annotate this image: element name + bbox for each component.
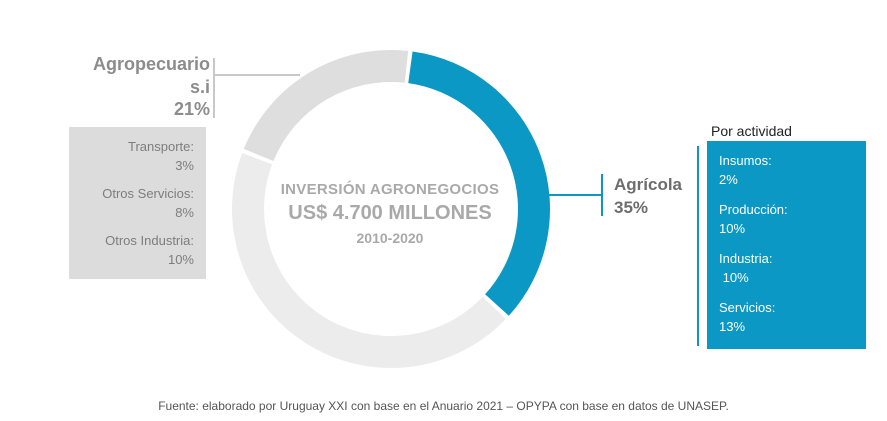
center-title: INVERSIÓN AGRONEGOCIOS	[280, 181, 500, 198]
agropecuario-label: Agropecuario	[92, 54, 210, 74]
por-actividad-box: Insumos: 2% Producción: 10% Industria: 1…	[707, 141, 866, 349]
industria-label: Industria:	[719, 251, 773, 266]
insumos-pct: 2%	[719, 172, 738, 187]
insumos-label: Insumos:	[719, 153, 772, 168]
agricola-label: Agrícola	[614, 175, 683, 194]
source-note: Fuente: elaborado por Uruguay XXI con ba…	[158, 399, 729, 413]
agricola-bar	[601, 174, 603, 216]
agropecuario-pct: 21%	[173, 99, 210, 119]
agricola-pct: 35%	[614, 198, 649, 217]
donut-slice-2	[243, 49, 409, 162]
produccion-label: Producción:	[719, 202, 788, 217]
por-actividad-title: Por actividad	[711, 123, 792, 139]
servicios-pct: 13%	[719, 319, 746, 334]
agropecuario-bar	[213, 58, 215, 118]
por-actividad-divider	[697, 146, 699, 346]
donut-slice-1	[232, 153, 506, 368]
donut-slice-0	[408, 51, 550, 316]
other-sectors-box: Transporte: 3% Otros Servicios: 8% Otros…	[69, 127, 206, 279]
transporte-label: Transporte:	[128, 139, 194, 154]
center-value: US$ 4.700 MILLONES	[288, 202, 492, 224]
otros-industria-label: Otros Industria:	[105, 233, 194, 248]
otros-servicios-pct: 8%	[175, 205, 194, 220]
center-period: 2010-2020	[356, 230, 424, 246]
agropecuario-sub: s.i	[189, 77, 210, 97]
transporte-pct: 3%	[175, 158, 194, 173]
industria-pct: 10%	[719, 270, 749, 285]
otros-servicios-label: Otros Servicios:	[102, 186, 194, 201]
servicios-label: Servicios:	[719, 300, 776, 315]
produccion-pct: 10%	[719, 221, 746, 236]
otros-industria-pct: 10%	[167, 252, 194, 267]
